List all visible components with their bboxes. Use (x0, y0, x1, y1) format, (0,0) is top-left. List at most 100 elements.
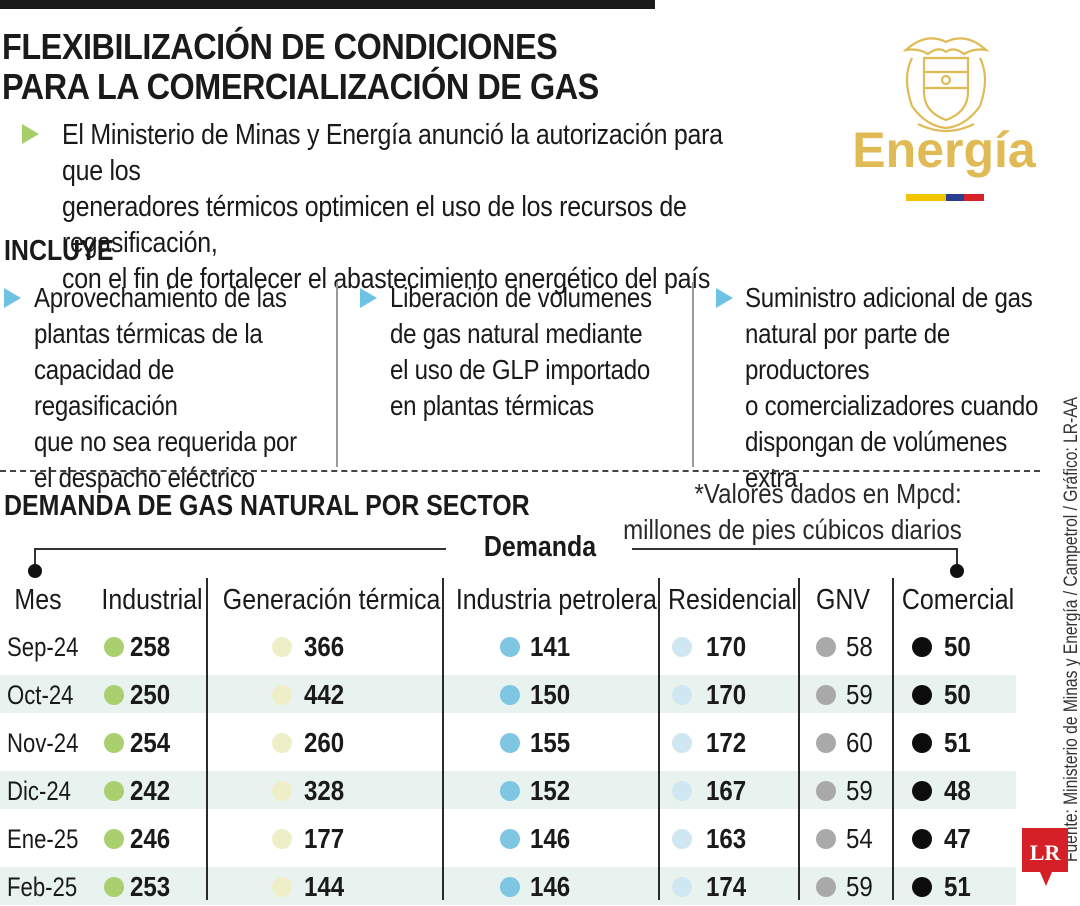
table-col-divider (658, 578, 660, 900)
sector-dot-comercial (912, 685, 932, 705)
bullet-triangle-icon (4, 288, 21, 308)
cell-generacion-termica: 442 (304, 679, 345, 710)
incluye-line: que no sea requerida por (34, 426, 297, 457)
cell-gnv: 54 (846, 823, 873, 854)
sector-dot-residencial (672, 877, 692, 897)
cell-industrial: 258 (130, 631, 171, 662)
incluye-line: Liberación de volumenes (390, 282, 652, 313)
cell-generacion-termica: 366 (304, 631, 345, 662)
col-header-generacion-termica: Generación térmica (222, 584, 441, 616)
sector-dot-residencial (672, 733, 692, 753)
incluye-line: de gas natural mediante (390, 318, 643, 349)
lr-logo-text: LR (1030, 840, 1062, 865)
demanda-bracket-right (632, 548, 958, 550)
col-header-comercial: Comercial (901, 584, 1015, 616)
coat-of-arms-icon (902, 37, 990, 133)
intro-line: generadores térmicos optimicen el uso de… (62, 191, 687, 259)
cell-generacion-termica: 328 (304, 775, 345, 806)
note-line: millones de pies cúbicos diarios (623, 514, 962, 545)
incluye-line: Aprovechamiento de las (34, 282, 287, 313)
table-col-divider (442, 578, 444, 900)
sector-dot-industrial (104, 781, 124, 801)
intro-line: con el fin de fortalecer el abastecimien… (62, 263, 711, 295)
cell-industria-petrolera: 146 (530, 871, 571, 902)
units-note: *Valores dados en Mpcd: millones de pies… (623, 476, 962, 548)
sector-dot-industria-petrolera (500, 733, 520, 753)
cell-generacion-termica: 177 (304, 823, 345, 854)
cell-comercial: 50 (944, 631, 971, 662)
col-header-residencial: Residencial (667, 584, 797, 616)
cell-comercial: 48 (944, 775, 971, 806)
cell-residencial: 170 (706, 631, 747, 662)
bracket-dot (28, 564, 42, 578)
sector-dot-industrial (104, 685, 124, 705)
table-col-divider (206, 578, 208, 900)
sector-dot-industrial (104, 637, 124, 657)
cell-generacion-termica: 260 (304, 727, 345, 758)
cell-industrial: 246 (130, 823, 171, 854)
cell-industrial: 242 (130, 775, 171, 806)
top-rule (0, 0, 655, 9)
cell-residencial: 163 (706, 823, 747, 854)
incluye-line: natural por parte de productores (745, 318, 951, 385)
lr-logo-icon: LR (1022, 828, 1068, 886)
sector-dot-comercial (912, 829, 932, 849)
demanda-heading: DEMANDA DE GAS NATURAL POR SECTOR (4, 490, 530, 522)
table-col-divider (892, 578, 894, 900)
bracket-tick (34, 548, 36, 566)
sector-dot-gnv (816, 829, 836, 849)
cell-comercial: 51 (944, 871, 971, 902)
sector-dot-gnv (816, 685, 836, 705)
flag-blue (946, 194, 964, 201)
sector-dot-comercial (912, 781, 932, 801)
cell-mes: Feb-25 (7, 872, 78, 902)
cell-mes: Oct-24 (7, 680, 74, 710)
sector-dot-industrial (104, 829, 124, 849)
sector-dot-residencial (672, 829, 692, 849)
incluye-item-2: Liberación de volumenes de gas natural m… (390, 280, 674, 424)
bullet-triangle-icon (716, 288, 733, 308)
cell-gnv: 59 (846, 775, 873, 806)
table-col-divider (798, 578, 800, 900)
incluye-heading: INCLUYE (4, 235, 114, 267)
energia-wordmark: Energía (852, 122, 1036, 178)
cell-industrial: 253 (130, 871, 171, 902)
cell-mes: Dic-24 (7, 776, 72, 806)
cell-generacion-termica: 144 (304, 871, 345, 902)
incluye-line: capacidad de regasificación (34, 354, 178, 421)
bullet-triangle-icon (360, 288, 377, 308)
sector-dot-industria-petrolera (500, 877, 520, 897)
cell-mes: Sep-24 (7, 632, 79, 662)
cell-comercial: 50 (944, 679, 971, 710)
cell-industria-petrolera: 155 (530, 727, 571, 758)
incluye-line: dispongan de volúmenes extra (745, 426, 1008, 493)
sector-dot-industrial (104, 877, 124, 897)
cell-industrial: 254 (130, 727, 171, 758)
intro-line: El Ministerio de Minas y Energía anunció… (62, 119, 723, 187)
sector-dot-industrial (104, 733, 124, 753)
cell-residencial: 167 (706, 775, 747, 806)
sector-dot-comercial (912, 637, 932, 657)
cell-gnv: 59 (846, 679, 873, 710)
sector-dot-gnv (816, 877, 836, 897)
flag-yellow (906, 194, 946, 201)
cell-industria-petrolera: 141 (530, 631, 571, 662)
sector-dot-residencial (672, 781, 692, 801)
incluye-line: el despacho eléctrico (34, 462, 255, 493)
section-divider (0, 470, 1040, 472)
cell-mes: Nov-24 (7, 728, 79, 758)
sector-dot-generacion-termica (272, 685, 292, 705)
incluye-line: plantas térmicas de la (34, 318, 263, 349)
sector-dot-generacion-termica (272, 829, 292, 849)
sector-dot-residencial (672, 685, 692, 705)
flag-red (964, 194, 984, 201)
incluye-item-3: Suministro adicional de gas natural por … (745, 280, 1063, 496)
sector-dot-comercial (912, 877, 932, 897)
cell-comercial: 47 (944, 823, 971, 854)
cell-gnv: 59 (846, 871, 873, 902)
sector-dot-industria-petrolera (500, 829, 520, 849)
intro-text: El Ministerio de Minas y Energía anunció… (62, 117, 733, 297)
source-credit: Fuente: Ministerio de Minas y Energía / … (1061, 362, 1080, 862)
incluye-line: o comercializadores cuando (745, 390, 1039, 421)
cell-mes: Ene-25 (7, 824, 79, 854)
